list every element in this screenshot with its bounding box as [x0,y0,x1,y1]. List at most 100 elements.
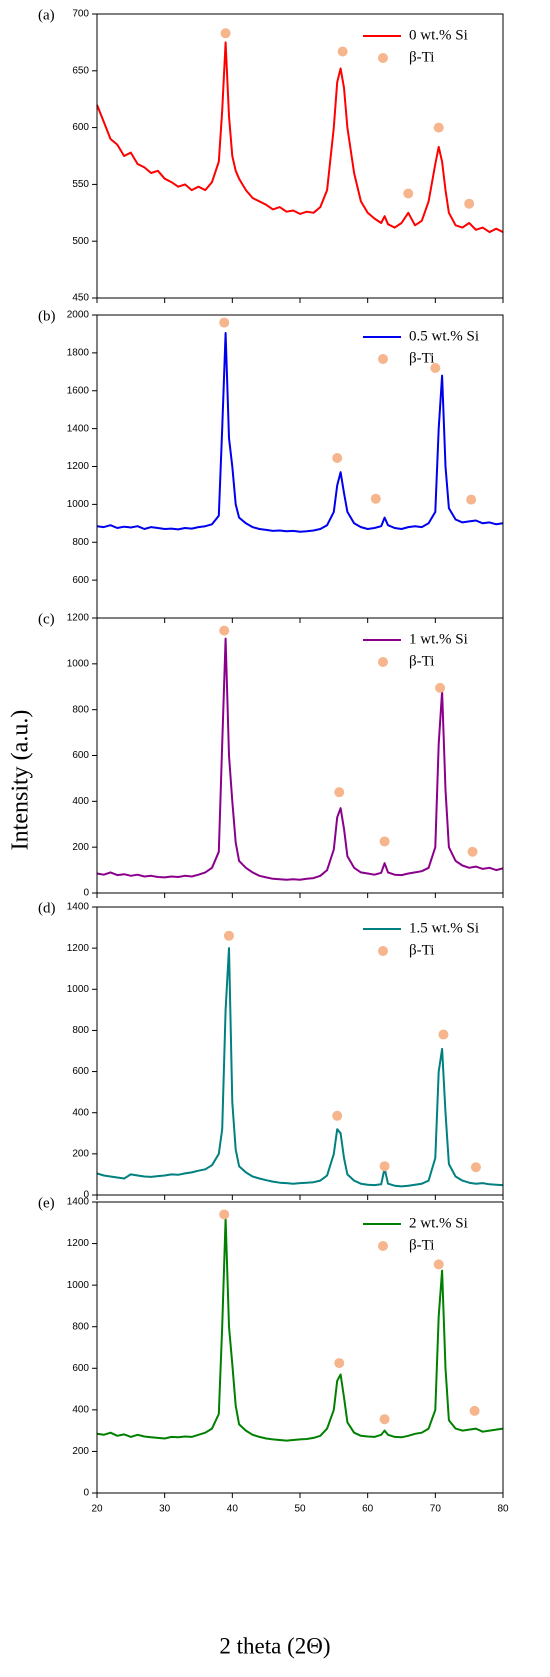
y-tick-label: 0 [83,1190,89,1201]
legend-label: 1 wt.% Si [409,631,468,647]
legend-label: 1.5 wt.% Si [409,920,479,936]
y-tick-label: 550 [72,179,89,190]
y-tick-label: 0 [83,1488,89,1499]
y-tick-label: 800 [72,704,89,715]
beta-ti-marker [467,846,478,857]
legend-label: β-Ti [409,350,434,366]
beta-ti-marker [334,1358,345,1369]
y-tick-label: 450 [72,293,89,304]
y-tick-label: 200 [72,842,89,853]
y-tick-label: 200 [72,1148,89,1159]
y-tick-label: 1000 [67,499,90,510]
plot-frame [96,314,504,619]
beta-ti-marker [438,1029,449,1040]
panel-label: (a) [38,7,55,23]
x-tick-label: 30 [159,1504,171,1515]
y-tick-label: 200 [72,1446,89,1457]
y-tick-label: 800 [72,1025,89,1036]
beta-ti-marker [403,188,414,199]
xrd-line [96,332,504,533]
beta-ti-marker [332,452,343,463]
y-tick-label: 1600 [67,385,90,396]
beta-ti-marker [220,28,231,39]
y-tick-label: 400 [72,796,89,807]
x-axis-label: 2 theta (2Θ) [219,1633,330,1658]
x-tick-label: 70 [430,1504,442,1515]
y-tick-label: 1200 [67,613,90,624]
y-tick-label: 1200 [67,461,90,472]
beta-ti-marker [223,930,234,941]
y-tick-label: 1000 [67,1280,90,1291]
y-tick-label: 1400 [67,902,90,913]
xrd-line [96,41,504,234]
plot-frame [96,1201,504,1494]
legend-marker [378,946,388,956]
y-tick-label: 1000 [67,984,90,995]
beta-ti-marker [433,122,444,133]
y-tick-label: 600 [72,750,89,761]
beta-ti-marker [466,494,477,505]
panel-label: (e) [38,1195,55,1211]
y-tick-label: 800 [72,537,89,548]
y-tick-label: 1800 [67,348,90,359]
y-tick-label: 600 [72,575,89,586]
x-tick-label: 20 [91,1504,103,1515]
plot-frame [96,13,504,299]
beta-ti-marker [435,682,446,693]
y-tick-label: 700 [72,9,89,20]
beta-ti-marker [334,787,345,798]
legend-marker [378,657,388,667]
y-tick-label: 1400 [67,1197,90,1208]
y-tick-label: 2000 [67,310,90,321]
x-tick-label: 60 [362,1504,374,1515]
legend-marker [378,354,388,364]
beta-ti-marker [219,625,230,636]
x-tick-label: 50 [294,1504,306,1515]
plot-frame [96,617,504,894]
panel-label: (c) [38,611,55,627]
y-tick-label: 800 [72,1321,89,1332]
beta-ti-marker [433,1259,444,1270]
xrd-line [96,947,504,1188]
y-tick-label: 600 [72,1363,89,1374]
beta-ti-marker [379,836,390,847]
y-tick-label: 650 [72,65,89,76]
beta-ti-marker [219,1209,230,1220]
beta-ti-marker [430,363,441,374]
legend-label: β-Ti [409,653,434,669]
xrd-line [96,1217,504,1442]
beta-ti-marker [379,1414,390,1425]
legend-label: 0 wt.% Si [409,27,468,43]
y-tick-label: 400 [72,1404,89,1415]
y-tick-label: 1400 [67,423,90,434]
y-tick-label: 1200 [67,1238,90,1249]
legend-label: β-Ti [409,49,434,65]
y-tick-label: 600 [72,1066,89,1077]
beta-ti-marker [337,46,348,57]
legend-label: 2 wt.% Si [409,1215,468,1231]
legend-label: β-Ti [409,942,434,958]
y-tick-label: 1000 [67,658,90,669]
y-tick-label: 0 [83,888,89,899]
x-tick-label: 40 [227,1504,239,1515]
panel-label: (b) [38,308,56,324]
legend-label: β-Ti [409,1237,434,1253]
y-axis-label: Intensity (a.u.) [8,710,34,851]
beta-ti-marker [469,1405,480,1416]
x-tick-label: 80 [497,1504,509,1515]
xrd-line [96,637,504,881]
legend-label: 0.5 wt.% Si [409,328,479,344]
legend-marker [378,53,388,63]
legend-marker [378,1241,388,1251]
plot-frame [96,906,504,1196]
y-tick-label: 400 [72,1107,89,1118]
beta-ti-marker [464,198,475,209]
beta-ti-marker [470,1162,481,1173]
beta-ti-marker [219,317,230,328]
panel-label: (d) [38,900,56,916]
beta-ti-marker [379,1161,390,1172]
y-tick-label: 600 [72,122,89,133]
beta-ti-marker [332,1110,343,1121]
